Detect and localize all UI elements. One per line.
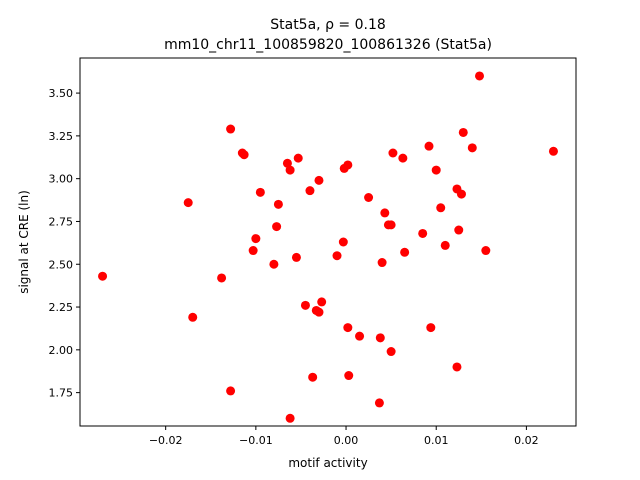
data-point-29 bbox=[343, 160, 353, 170]
data-point-39 bbox=[386, 220, 396, 230]
data-point-27 bbox=[338, 237, 348, 247]
data-point-3 bbox=[217, 273, 227, 283]
x-tick-label: −0.02 bbox=[149, 434, 183, 447]
data-point-21 bbox=[308, 372, 318, 382]
data-point-58 bbox=[548, 146, 558, 156]
y-tick-label: 3.00 bbox=[49, 173, 74, 186]
data-point-32 bbox=[355, 331, 365, 341]
data-point-25 bbox=[317, 297, 327, 307]
x-axis-ticks: −0.02 −0.01 0.00 0.01 0.02 bbox=[149, 426, 539, 447]
y-tick-label: 2.25 bbox=[49, 301, 74, 314]
y-tick-label: 2.75 bbox=[49, 215, 74, 228]
x-tick-label: −0.01 bbox=[239, 434, 273, 447]
data-point-43 bbox=[400, 247, 410, 257]
data-point-8 bbox=[248, 246, 258, 256]
data-point-12 bbox=[272, 222, 282, 232]
data-point-30 bbox=[343, 323, 353, 333]
data-point-1 bbox=[183, 198, 193, 208]
data-point-41 bbox=[388, 148, 398, 158]
data-point-52 bbox=[454, 225, 464, 235]
chart-title-line2: mm10_chr11_100859820_100861326 (Stat5a) bbox=[164, 37, 492, 53]
x-tick-label: 0.01 bbox=[424, 434, 449, 447]
data-point-51 bbox=[452, 362, 462, 372]
x-tick-label: 0.00 bbox=[334, 434, 359, 447]
data-point-20 bbox=[305, 186, 315, 196]
data-point-13 bbox=[273, 199, 283, 209]
data-point-45 bbox=[424, 141, 434, 151]
data-point-17 bbox=[291, 252, 301, 262]
data-point-55 bbox=[467, 143, 477, 153]
data-point-23 bbox=[314, 307, 324, 317]
data-point-56 bbox=[475, 71, 485, 81]
data-point-57 bbox=[481, 246, 491, 256]
y-tick-label: 3.25 bbox=[49, 130, 74, 143]
data-point-46 bbox=[426, 323, 436, 333]
plot-frame bbox=[79, 57, 577, 427]
data-point-4 bbox=[226, 124, 236, 134]
data-point-42 bbox=[398, 153, 408, 163]
y-tick-label: 1.75 bbox=[49, 387, 74, 400]
data-point-26 bbox=[332, 251, 342, 261]
data-point-40 bbox=[386, 347, 396, 357]
data-point-44 bbox=[418, 228, 428, 238]
data-point-36 bbox=[377, 258, 387, 268]
data-point-19 bbox=[300, 300, 310, 310]
data-point-5 bbox=[226, 386, 236, 396]
data-point-9 bbox=[251, 234, 261, 244]
data-point-10 bbox=[255, 187, 265, 197]
y-tick-label: 2.50 bbox=[49, 258, 74, 271]
y-tick-label: 2.00 bbox=[49, 344, 74, 357]
data-point-37 bbox=[380, 208, 390, 218]
data-point-11 bbox=[269, 259, 279, 269]
data-point-33 bbox=[364, 193, 374, 202]
data-point-0 bbox=[98, 271, 108, 281]
data-points bbox=[98, 71, 558, 423]
data-point-53 bbox=[456, 189, 466, 199]
data-point-16 bbox=[285, 413, 295, 423]
chart-title-line1: Stat5a, ρ = 0.18 bbox=[270, 17, 386, 33]
data-point-34 bbox=[374, 398, 384, 408]
data-point-54 bbox=[458, 127, 468, 137]
x-axis-label: motif activity bbox=[288, 456, 367, 470]
data-point-31 bbox=[344, 371, 354, 381]
data-point-18 bbox=[293, 153, 303, 163]
data-point-24 bbox=[314, 175, 324, 185]
y-tick-label: 3.50 bbox=[49, 87, 74, 100]
y-axis-ticks: 1.75 2.00 2.25 2.50 2.75 3.00 3.25 3.50 bbox=[49, 87, 80, 400]
data-point-47 bbox=[431, 165, 441, 175]
data-point-49 bbox=[440, 240, 450, 250]
data-point-15 bbox=[285, 165, 295, 175]
data-point-2 bbox=[188, 312, 198, 322]
data-point-14 bbox=[282, 158, 292, 168]
data-point-35 bbox=[375, 333, 385, 343]
y-axis-label: signal at CRE (ln) bbox=[17, 190, 31, 294]
data-point-48 bbox=[436, 203, 446, 213]
x-tick-label: 0.02 bbox=[514, 434, 539, 447]
data-point-7 bbox=[239, 150, 249, 160]
